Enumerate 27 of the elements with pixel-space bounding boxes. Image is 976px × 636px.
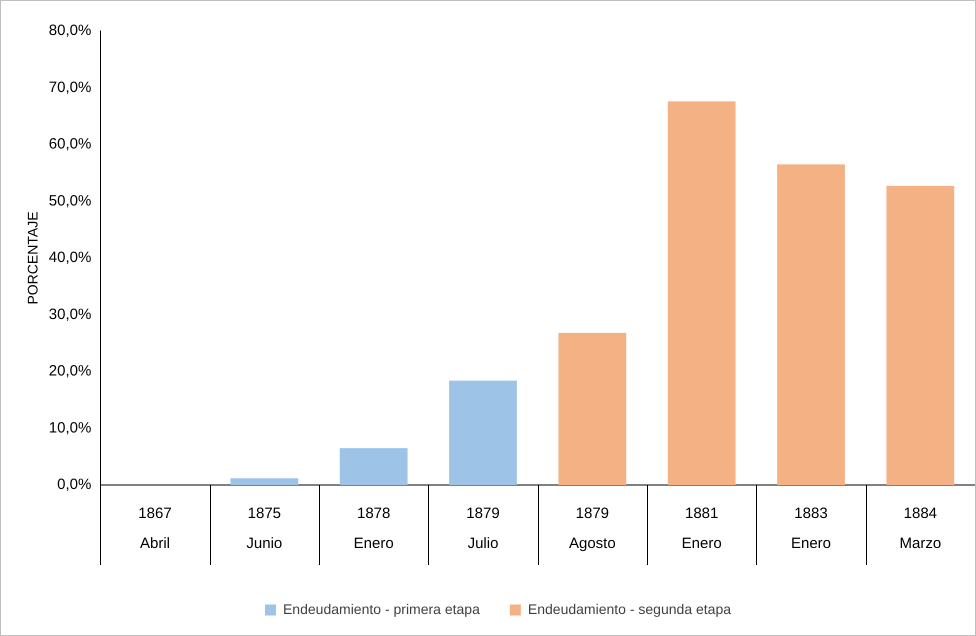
x-tick-label: 1867 Abril (138, 505, 172, 552)
y-tick-label: 0,0% (57, 476, 92, 494)
bar (340, 448, 408, 485)
bar (449, 380, 517, 485)
x-tick-label: 1884 Marzo (899, 505, 942, 552)
y-tick-label: 50,0% (48, 192, 92, 210)
y-tick-label: 10,0% (48, 419, 92, 436)
y-axis-title: PORCENTAJE (24, 211, 40, 305)
y-tick-label: 20,0% (48, 362, 92, 380)
bar (777, 164, 845, 485)
x-tick-label: 1875 Junio (246, 505, 282, 552)
bar (230, 478, 298, 485)
x-tick-label: 1878 Enero (354, 505, 394, 552)
x-tick-label: 1881 Enero (682, 505, 722, 552)
x-tick-label: 1879 Julio (466, 505, 500, 552)
bar (886, 186, 954, 485)
x-tick-label: 1879 Agosto (568, 505, 616, 552)
y-tick-label: 80,0% (48, 22, 92, 40)
bar (558, 332, 626, 485)
x-tick-label: 1883 Enero (790, 505, 832, 552)
y-tick-label: 30,0% (48, 306, 92, 323)
legend-label: Endeudamiento - primera etapa (282, 600, 480, 617)
bar (668, 101, 736, 485)
y-tick-label: 40,0% (48, 249, 92, 266)
y-tick-label: 70,0% (48, 78, 92, 96)
legend-label: Endeudamiento - segunda etapa (528, 600, 732, 617)
y-tick-label: 60,0% (48, 136, 92, 153)
